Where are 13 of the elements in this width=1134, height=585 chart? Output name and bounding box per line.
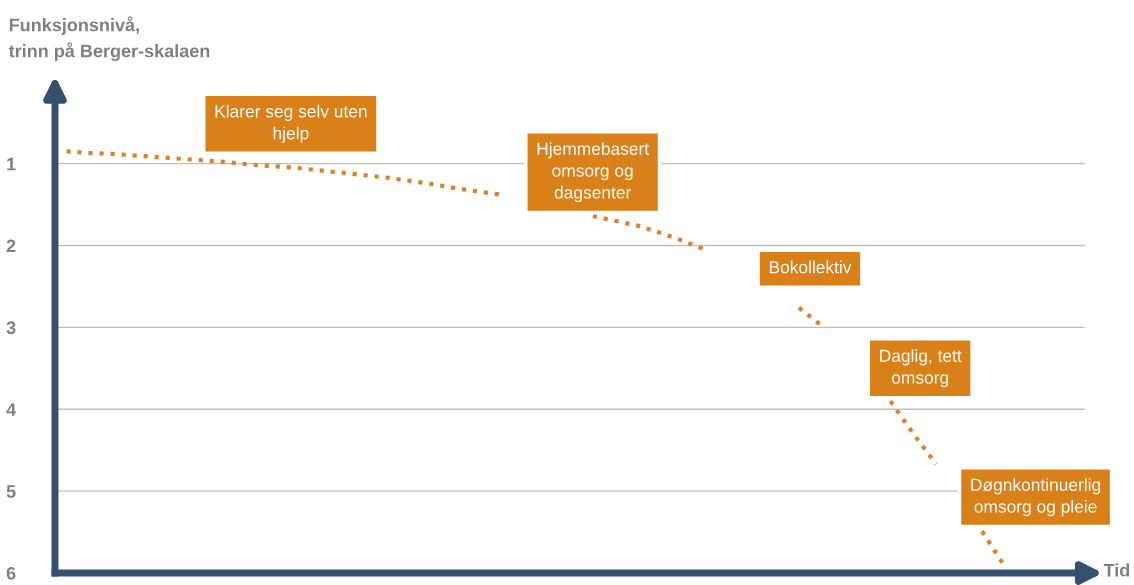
annotation: Bokollektiv xyxy=(769,260,852,274)
y-tick-label: 5 xyxy=(6,485,16,498)
y-tick-label: 1 xyxy=(7,157,16,171)
y-tick-label: 4 xyxy=(6,403,17,416)
annotation: Døgnkontinuerlig omsorg og pleie xyxy=(971,478,1101,517)
y-axis-title: Funksjonsnivå, trinn på Berger-skalaen xyxy=(8,16,210,62)
y-tick-label: 6 xyxy=(6,566,16,580)
annotation: Daglig, tett omsorg xyxy=(880,349,962,388)
y-tick-label: 2 xyxy=(6,239,16,253)
y-tick-label: 3 xyxy=(6,321,16,335)
annotation: Klarer seg selv uten hjelp xyxy=(215,104,367,143)
annotation: Hjemmebasert omsorg og dagsenter xyxy=(537,142,649,203)
x-axis-title: Tid xyxy=(1103,563,1130,577)
